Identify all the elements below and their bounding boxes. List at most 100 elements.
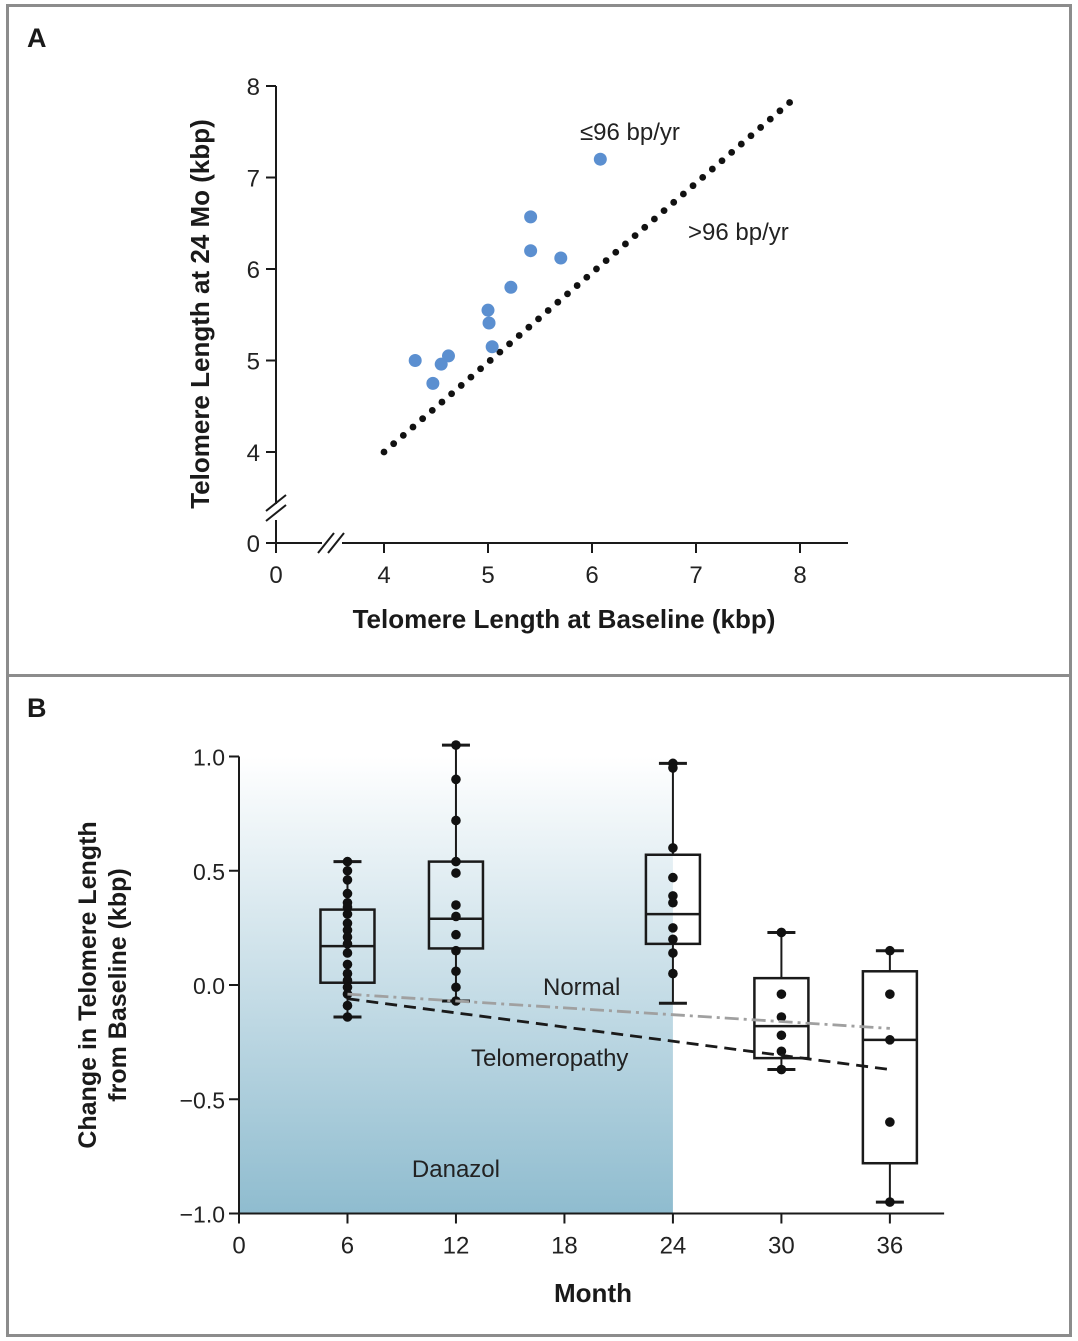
box-data-point (451, 740, 461, 750)
reference-line-dot (718, 157, 726, 165)
y-tick-label: 0.0 (193, 973, 225, 999)
reference-line-dot (399, 431, 407, 439)
y-tick-label: 1.0 (193, 745, 225, 771)
box-data-point (776, 1012, 787, 1022)
data-point (524, 210, 538, 224)
reference-line-dot (554, 298, 562, 306)
normal-series-label: Normal (543, 974, 620, 1001)
box-data-point (342, 902, 353, 913)
reference-line-dot (457, 382, 465, 389)
reference-line-dot (515, 332, 523, 339)
reference-line-dot (699, 173, 707, 181)
box-data-point (342, 975, 353, 986)
annotation-gt-96: >96 bp/yr (688, 219, 789, 246)
box-data-point (451, 966, 461, 977)
box-data-point (668, 763, 678, 773)
reference-line-dot (438, 398, 446, 406)
x-tick-label: 0 (269, 562, 282, 589)
y-tick-label: 0.5 (193, 859, 225, 885)
reference-line-dot (766, 115, 774, 123)
x-tick-label: 6 (341, 1233, 354, 1260)
reference-line-dot (612, 248, 620, 256)
x-tick-label: 6 (585, 562, 598, 589)
box-data-point (668, 934, 678, 945)
box-data-point (342, 959, 353, 970)
reference-line-dot (564, 290, 571, 298)
y-tick-label: −0.5 (180, 1087, 225, 1113)
data-point (504, 280, 518, 294)
box-data-point (451, 982, 461, 993)
y-axis-break-mark (265, 504, 287, 522)
x-tick-label: 18 (551, 1233, 578, 1260)
reference-line-dot (622, 240, 629, 248)
box-iqr (861, 970, 919, 1165)
annotation-le-96: ≤96 bp/yr (580, 119, 680, 146)
box-data-point (342, 968, 353, 979)
box-data-point (451, 929, 461, 940)
box-data-point (776, 989, 787, 999)
box-data-point (776, 1064, 787, 1075)
box-data-point (668, 968, 678, 979)
box-data-point (342, 925, 353, 935)
reference-line-dot (477, 365, 484, 373)
y-axis-title: Change in Telomere Lengthfrom Baseline (… (74, 821, 132, 1148)
telomeropathy-series-label: Telomeropathy (471, 1045, 628, 1072)
y-axis-title: Telomere Length at 24 Mo (kbp) (185, 119, 215, 509)
box-data-point (342, 939, 353, 949)
y-tick-label: 8 (247, 74, 260, 101)
box-data-point (342, 1000, 353, 1011)
box-data-point (451, 911, 461, 922)
data-point (554, 251, 568, 265)
box-data-point (668, 843, 678, 853)
scatter-chart: 0 4 5 6 7 8 0 4 5 6 7 8 Telomere Length at Baseline … (185, 74, 848, 634)
reference-line-dot (448, 390, 455, 398)
box-data-point (451, 868, 461, 878)
y-tick-label: 0 (247, 531, 260, 558)
y-tick-label: 6 (247, 257, 260, 284)
panel-b-label: B (27, 693, 47, 723)
reference-line-dot (390, 440, 398, 448)
reference-line-dot (506, 340, 513, 348)
reference-line-dot (631, 232, 639, 240)
box-data-point (885, 1197, 895, 1207)
reference-line-dot (573, 282, 581, 289)
panel-b: B Danazol 1.0 0.5 0.0 −0.5 −1.0 0 6 12 18 24 30 36 Mo… (6, 674, 1072, 1337)
y-tick-label: −1.0 (180, 1202, 225, 1228)
x-tick-label: 7 (689, 562, 702, 589)
reference-line-dot (689, 182, 697, 190)
x-axis-title: Telomere Length at Baseline (kbp) (353, 604, 776, 634)
x-axis-break-mark (327, 532, 345, 554)
y-axis-break-mark (265, 494, 287, 512)
box-plot-chart: Danazol 1.0 0.5 0.0 −0.5 −1.0 0 6 12 18 24 30 36 Mont… (74, 740, 945, 1308)
box-data-point (668, 897, 678, 908)
x-tick-label: 30 (768, 1233, 795, 1260)
x-tick-label: 8 (793, 562, 806, 589)
x-axis-break-gap (322, 535, 342, 551)
box-iqr (753, 976, 810, 1060)
reference-line-dot (525, 323, 533, 331)
reference-line-dot (602, 257, 610, 264)
x-tick-label: 24 (660, 1233, 687, 1260)
x-axis-title: Month (554, 1278, 632, 1308)
box-data-point (342, 932, 353, 942)
reference-line-dot (544, 307, 552, 314)
normal-trend-line (347, 992, 890, 1030)
data-point (408, 354, 422, 367)
data-point (482, 316, 496, 330)
box-data-point (342, 865, 353, 876)
y-axis-title-line: Change in Telomere Length (74, 821, 102, 1148)
box-data-point (885, 945, 895, 956)
panel-a-label: A (27, 23, 47, 53)
panel-a: A 0 4 5 6 7 8 0 4 5 6 7 8 Telomere Length at Baselin… (6, 4, 1072, 674)
box-data-point (885, 989, 895, 999)
reference-line-dot (737, 140, 745, 148)
reference-line-dot (380, 448, 388, 456)
y-axis-title-line: from Baseline (kbp) (104, 868, 132, 1101)
box-data-point (342, 856, 353, 867)
danazol-label: Danazol (412, 1156, 500, 1183)
box-data-point (668, 923, 678, 933)
reference-line-dot (535, 315, 542, 323)
box-data-point (342, 982, 353, 993)
x-tick-label: 0 (232, 1233, 245, 1260)
x-tick-label: 5 (481, 562, 494, 589)
